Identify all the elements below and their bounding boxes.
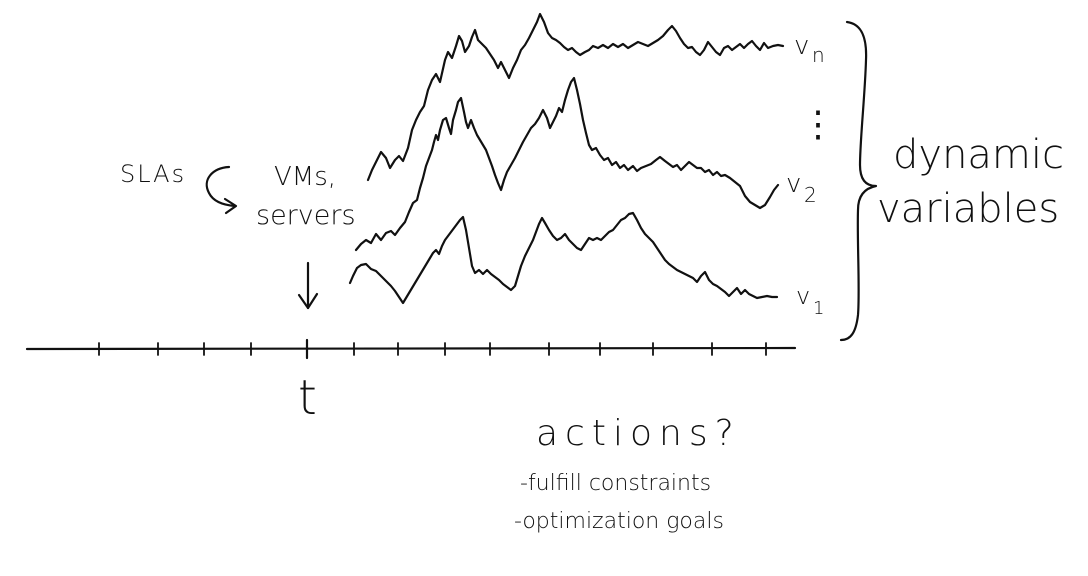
dynamic-variables-line1: dynamic bbox=[893, 132, 1064, 178]
series-label-v2-sub: 2 bbox=[804, 183, 817, 207]
down-arrow-icon bbox=[297, 261, 319, 310]
series-label-v2-main: v bbox=[786, 169, 801, 199]
time-label: t bbox=[298, 370, 317, 426]
series-ellipsis: ⋮ bbox=[800, 104, 836, 145]
series-line-vn bbox=[366, 12, 785, 182]
series-lines bbox=[348, 12, 785, 305]
servers-label: servers bbox=[256, 200, 356, 231]
series-label-v1-sub: 1 bbox=[813, 298, 824, 319]
series-label-v1-main: v bbox=[796, 282, 810, 310]
time-axis-line bbox=[25, 346, 797, 351]
series-line-v2 bbox=[354, 76, 780, 252]
dynamic-variables-line2: variables bbox=[877, 186, 1059, 232]
time-axis-ticks bbox=[98, 338, 767, 360]
time-axis bbox=[25, 338, 797, 360]
curved-arrow-icon bbox=[205, 165, 238, 215]
actions-label: actions? bbox=[536, 413, 741, 454]
series-label-vn-sub: n bbox=[812, 43, 825, 67]
slas-label: SLAs bbox=[120, 160, 186, 188]
series-label-v2: v 2 bbox=[786, 169, 817, 207]
vms-label: VMs, bbox=[274, 162, 336, 192]
bullet-fulfill-constraints: -fulfill constraints bbox=[520, 471, 711, 496]
series-label-v1: v 1 bbox=[796, 282, 824, 319]
series-label-vn: v n bbox=[794, 31, 825, 67]
series-label-vn-main: v bbox=[794, 31, 809, 61]
bullet-optimization-goals: -optimization goals bbox=[514, 509, 724, 534]
series-line-v1 bbox=[348, 211, 779, 305]
curly-brace-icon bbox=[839, 20, 878, 342]
